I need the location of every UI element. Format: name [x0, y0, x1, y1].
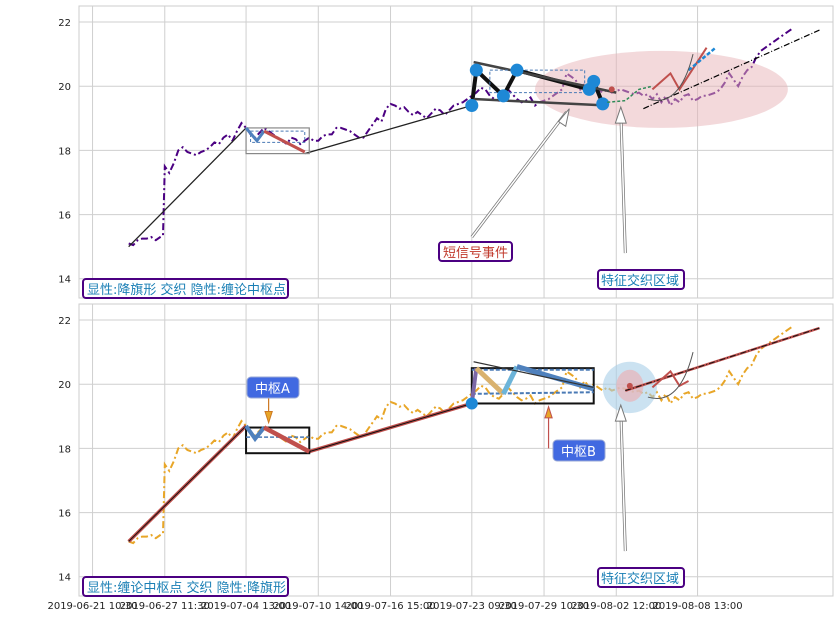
pivot-box	[245, 127, 310, 155]
channel-line	[473, 97, 608, 107]
pivot-point	[465, 397, 478, 410]
feature-zone-arrowhead	[614, 403, 627, 422]
x-tick-label: 2019-07-29 10:30	[499, 601, 589, 612]
flag-segment	[263, 425, 311, 454]
bottom-caption: 显性:缠论中枢点 交织 隐性:降旗形	[87, 580, 286, 596]
y-tick-label: 18	[58, 146, 71, 157]
short-signal-arrow	[471, 111, 568, 238]
top-caption: 显性:降旗形 交织 隐性:缠论中枢点	[87, 282, 286, 298]
top-caption-box: 显性:降旗形 交织 隐性:缠论中枢点	[82, 278, 289, 299]
feature-zone-top-label: 特征交织区域	[601, 273, 679, 289]
pivot-b-box: 中枢B	[552, 439, 606, 462]
pivot-a-arrowhead	[264, 410, 273, 425]
flag-detail	[651, 369, 689, 389]
feature-zone-top-box: 特征交织区域	[597, 269, 685, 290]
y-tick-label: 22	[58, 18, 71, 29]
x-tick-label: 2019-06-27 11:30	[120, 601, 210, 612]
pivot-point	[510, 63, 524, 77]
feature-zone-ellipse	[535, 50, 788, 128]
bottom-caption-box: 显性:缠论中枢点 交织 隐性:降旗形	[82, 576, 289, 597]
pivot-box	[470, 367, 595, 405]
trend-line	[309, 402, 472, 453]
plot-area	[78, 303, 834, 597]
pivot-b-label: 中枢B	[561, 445, 596, 460]
x-tick-label: 2019-08-08 13:00	[652, 601, 742, 612]
y-tick-label: 20	[58, 380, 71, 391]
feature-zone-arrow	[620, 111, 627, 254]
trend-line	[128, 425, 247, 542]
flag-segment	[263, 129, 306, 154]
curved-pointer	[647, 54, 694, 101]
projection-line	[643, 29, 820, 110]
plot-content	[128, 27, 820, 254]
channel-line	[473, 361, 594, 389]
feature-zone-bottom-label: 特征交织区域	[601, 571, 679, 587]
feature-zone-arrowhead	[614, 105, 627, 124]
pivot-point	[596, 97, 610, 111]
projection-line	[625, 327, 820, 392]
trend-line	[304, 104, 472, 155]
y-tick-label: 18	[58, 444, 71, 455]
pivot-point	[587, 74, 601, 88]
short-signal-arrowhead	[557, 108, 570, 128]
pivot-a-box: 中枢A	[246, 376, 300, 399]
y-tick-label: 14	[58, 275, 71, 286]
pivot-b-arrowhead	[544, 405, 553, 419]
x-tick-label: 2019-07-23 09:30	[427, 601, 517, 612]
pivot-point	[469, 63, 483, 77]
pivot-box	[245, 426, 311, 455]
y-tick-label: 22	[58, 316, 71, 327]
pivot-inner-box	[489, 69, 586, 94]
flag-detail	[607, 85, 653, 104]
pivot-point	[496, 89, 510, 103]
pivot-point	[465, 98, 479, 112]
price-series-line	[128, 325, 793, 545]
bottom-panel: 14 16 18 20 22	[58, 303, 834, 597]
flag-segment	[244, 424, 266, 443]
x-tick-label: 2019-08-02 12:00	[571, 601, 661, 612]
y-tick-label: 14	[58, 573, 71, 584]
x-tick-label: 2019-07-04 13:00	[201, 601, 291, 612]
y-tick-label: 16	[58, 509, 71, 520]
y-tick-label: 16	[58, 211, 71, 222]
x-tick-label: 2019-07-10 14:00	[273, 601, 363, 612]
x-tick-label: 2019-06-21 10:30	[47, 601, 137, 612]
zigzag-segment	[474, 366, 506, 396]
pivot-a-label: 中枢A	[255, 382, 290, 397]
flag-segment	[244, 126, 266, 144]
pivot-inner-box	[250, 130, 306, 143]
feature-zone-bottom-box: 特征交织区域	[597, 567, 685, 588]
short-signal-label: 短信号事件	[443, 246, 508, 261]
plot-content	[127, 325, 820, 552]
feature-zone-arrow	[620, 409, 627, 552]
signal-dot	[608, 86, 615, 93]
flag-detail	[651, 47, 708, 92]
trend-line	[128, 127, 247, 248]
y-tick-label: 20	[58, 82, 71, 93]
pivot-line	[471, 391, 594, 395]
curved-pointer	[647, 352, 694, 399]
signal-dot	[626, 382, 633, 389]
short-signal-box: 短信号事件	[438, 241, 513, 262]
x-tick-label: 2019-07-16 15:00	[345, 601, 435, 612]
